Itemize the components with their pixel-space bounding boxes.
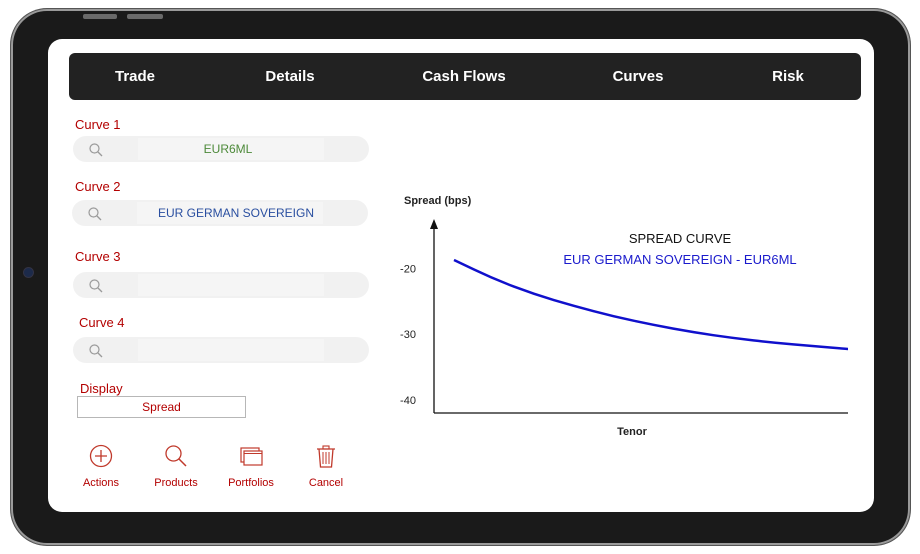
- y-ticks: -20 -30 -40: [400, 264, 416, 407]
- y-axis-arrow: [430, 219, 438, 229]
- curve1-label: Curve 1: [75, 117, 121, 132]
- plus-circle-icon: [89, 444, 113, 468]
- tab-trade[interactable]: Trade: [115, 53, 155, 100]
- chart-title: SPREAD CURVE: [629, 231, 732, 246]
- spread-chart: Spread (bps) SPREAD CURVE EUR GERMAN SOV…: [388, 184, 848, 444]
- camera: [24, 268, 33, 277]
- search-icon: [87, 206, 103, 222]
- curve2-search[interactable]: EUR GERMAN SOVEREIGN: [72, 200, 368, 226]
- y-axis-label: Spread (bps): [404, 195, 472, 207]
- curve1-search[interactable]: EUR6ML: [73, 136, 369, 162]
- search-icon: [88, 278, 104, 294]
- curve4-search[interactable]: [73, 337, 369, 363]
- screen: Trade Details Cash Flows Curves Risk Cur…: [48, 39, 874, 512]
- spread-curve-line: [454, 260, 848, 349]
- curve3-value: [133, 272, 323, 298]
- search-icon: [88, 142, 104, 158]
- device-button: [127, 14, 163, 19]
- tab-details[interactable]: Details: [265, 53, 314, 100]
- display-label: Display: [80, 381, 123, 396]
- x-axis-label: Tenor: [617, 426, 647, 438]
- curve3-search[interactable]: [73, 272, 369, 298]
- device-button: [83, 14, 117, 19]
- products-label: Products: [141, 477, 211, 489]
- magnifier-icon: [164, 444, 188, 468]
- curve4-value: [133, 337, 323, 363]
- tab-curves[interactable]: Curves: [613, 53, 664, 100]
- curve3-label: Curve 3: [75, 249, 121, 264]
- stacked-windows-icon: [239, 444, 263, 468]
- curve1-value: EUR6ML: [133, 136, 323, 162]
- y-tick-label: -40: [400, 395, 416, 407]
- portfolios-label: Portfolios: [216, 477, 286, 489]
- cancel-button[interactable]: Cancel: [291, 444, 361, 489]
- top-nav: Trade Details Cash Flows Curves Risk: [69, 53, 861, 100]
- actions-button[interactable]: Actions: [66, 444, 136, 489]
- actions-label: Actions: [66, 477, 136, 489]
- portfolios-button[interactable]: Portfolios: [216, 444, 286, 489]
- curve2-label: Curve 2: [75, 179, 121, 194]
- search-icon: [88, 343, 104, 359]
- products-button[interactable]: Products: [141, 444, 211, 489]
- y-tick-label: -20: [400, 264, 416, 276]
- curve4-label: Curve 4: [79, 315, 125, 330]
- y-tick-label: -30: [400, 329, 416, 341]
- display-select[interactable]: Spread: [77, 396, 246, 418]
- cancel-label: Cancel: [291, 477, 361, 489]
- curve2-value: EUR GERMAN SOVEREIGN: [142, 200, 330, 226]
- chart-subtitle: EUR GERMAN SOVEREIGN - EUR6ML: [563, 252, 796, 267]
- tab-cash-flows[interactable]: Cash Flows: [422, 53, 505, 100]
- trash-icon: [314, 444, 338, 468]
- tab-risk[interactable]: Risk: [772, 53, 804, 100]
